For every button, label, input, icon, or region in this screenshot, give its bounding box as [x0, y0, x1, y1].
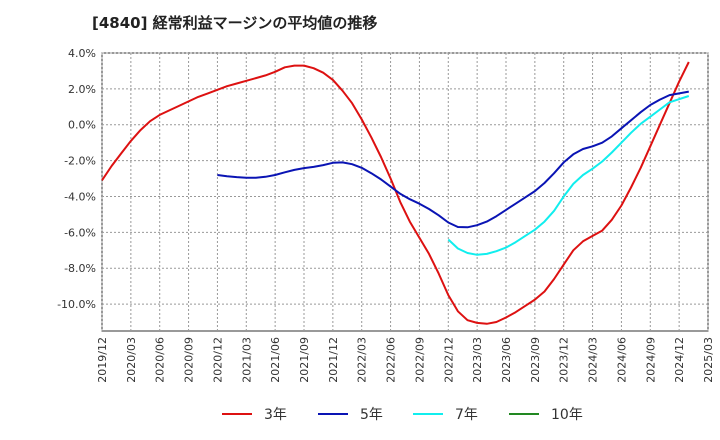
y-tick-label: -4.0%: [64, 190, 96, 203]
legend: 3年 5年 7年 10年: [222, 407, 583, 423]
series-line-7年: [447, 95, 690, 256]
legend-label: 3年: [264, 407, 287, 423]
x-tick-label: 2021/09: [298, 337, 311, 383]
x-tick-label: 2020/12: [211, 337, 224, 383]
x-tick-label: 2023/06: [500, 337, 513, 383]
y-tick-label: -6.0%: [64, 226, 96, 239]
x-tick-label: 2024/03: [587, 337, 600, 383]
legend-label: 7年: [455, 407, 478, 423]
x-tick-label: 2024/09: [644, 337, 657, 383]
legend-label: 5年: [360, 407, 383, 423]
y-tick-label: 0.0%: [68, 119, 96, 132]
x-tick-label: 2021/12: [327, 337, 340, 383]
series-layer: [101, 61, 690, 325]
x-tick-label: 2020/06: [154, 337, 167, 383]
series-line-5年: [217, 90, 689, 229]
x-tick-label: 2019/12: [96, 337, 109, 383]
x-tick-label: 2025/03: [702, 337, 715, 383]
y-tick-label: -2.0%: [64, 155, 96, 168]
y-tick-label: 2.0%: [68, 83, 96, 96]
x-tick-label: 2020/09: [183, 337, 196, 383]
y-tick-label: -8.0%: [64, 262, 96, 275]
x-tick-label: 2021/03: [240, 337, 253, 383]
x-tick-label: 2022/09: [413, 337, 426, 383]
x-axis: 2019/12 2020/03 2020/06 2020/09 2020/12 2021/…: [96, 337, 715, 383]
x-tick-label: 2021/06: [269, 337, 282, 383]
x-tick-label: 2022/06: [385, 337, 398, 383]
legend-label: 10年: [551, 407, 583, 423]
x-tick-label: 2022/03: [356, 337, 369, 383]
plot-border: [101, 52, 709, 332]
y-tick-label: 4.0%: [68, 47, 96, 60]
x-tick-label: 2024/06: [615, 337, 628, 383]
x-tick-label: 2023/03: [471, 337, 484, 383]
x-tick-label: 2020/03: [125, 337, 138, 383]
x-tick-label: 2024/12: [673, 337, 686, 383]
x-tick-label: 2022/12: [442, 337, 455, 383]
y-tick-label: -10.0%: [57, 298, 96, 311]
y-axis: 4.0% 2.0% 0.0% -2.0% -4.0% -6.0% -8.0% -10.0%: [57, 47, 96, 311]
plot-area: [101, 52, 709, 332]
chart-title: [4840] 経常利益マージンの平均値の推移: [92, 14, 377, 32]
x-tick-label: 2023/12: [558, 337, 571, 383]
grid-lines: [101, 52, 709, 331]
x-tick-label: 2023/09: [529, 337, 542, 383]
